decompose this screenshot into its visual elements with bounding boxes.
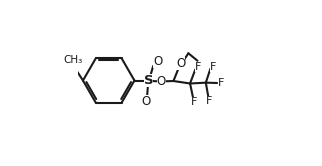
- Text: O: O: [176, 57, 185, 70]
- Text: F: F: [195, 62, 202, 72]
- Text: O: O: [153, 55, 162, 68]
- Text: F: F: [206, 96, 212, 106]
- Text: O: O: [157, 75, 166, 88]
- Text: F: F: [210, 62, 217, 72]
- Text: S: S: [144, 74, 153, 87]
- Text: O: O: [141, 95, 151, 108]
- Text: CH₃: CH₃: [63, 55, 83, 65]
- Text: F: F: [218, 78, 224, 88]
- Text: F: F: [191, 97, 197, 107]
